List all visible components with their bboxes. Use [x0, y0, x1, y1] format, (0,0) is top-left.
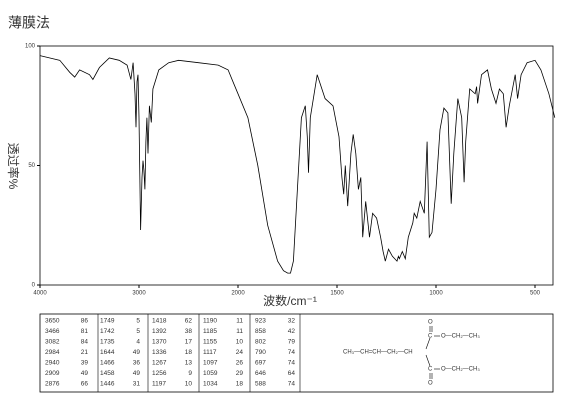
table-cell: 64	[288, 370, 296, 377]
table-cell: 1466	[100, 360, 115, 367]
plot-frame	[39, 45, 554, 286]
table-cell: 84	[81, 339, 89, 346]
table-cell: 923	[255, 318, 266, 325]
table-cell: 4	[136, 339, 140, 346]
table-cell: 646	[255, 370, 266, 377]
table-cell: 1370	[152, 339, 167, 346]
table-cell: 697	[255, 360, 266, 367]
y-tick-label: 50	[28, 163, 35, 169]
oxygen-bottom: O	[428, 381, 433, 387]
table-cell: 24	[236, 349, 244, 356]
table-cell: 32	[288, 318, 296, 325]
table-cell: 1097	[203, 360, 218, 367]
table-cell: 18	[236, 381, 244, 388]
table-cell: 74	[288, 360, 296, 367]
x-tick-label: 4000	[33, 291, 47, 297]
x-tick-label: 1000	[429, 291, 443, 297]
x-tick-label: 3000	[132, 291, 146, 297]
table-cell: 2984	[45, 349, 60, 356]
spectrum-line	[39, 55, 556, 274]
table-cell: 26	[236, 360, 244, 367]
table-cell: 1392	[152, 328, 167, 335]
table-cell: 1034	[203, 381, 218, 388]
table-cell: 3082	[45, 339, 60, 346]
structure: CH₃—CH=CH—CH₂—CH C C O O O—CH₂—CH₃ O—CH₂…	[343, 320, 480, 387]
table-cell: 1267	[152, 360, 167, 367]
table-cell: 9	[188, 370, 192, 377]
table-cell: 1458	[100, 370, 115, 377]
table-cell: 2909	[45, 370, 60, 377]
carbon-bottom: C	[428, 367, 433, 373]
table-cell: 2876	[45, 381, 60, 388]
table-cell: 1117	[203, 349, 217, 356]
table-cell: 79	[288, 339, 296, 346]
table-cell: 74	[288, 349, 296, 356]
table-cell: 802	[255, 339, 266, 346]
table-cell: 81	[81, 328, 89, 335]
table-cell: 38	[185, 328, 193, 335]
bond	[425, 337, 431, 350]
carbon-top: C	[428, 334, 433, 340]
table-cell: 3650	[45, 318, 60, 325]
ester-top: O—CH₂—CH₃	[441, 334, 480, 340]
table-cell: 1190	[203, 318, 217, 325]
table-cell: 1749	[100, 318, 115, 325]
table-cell: 49	[133, 349, 141, 356]
table-cell: 1742	[100, 328, 115, 335]
table-cell: 17	[185, 339, 193, 346]
oxygen-top: O	[428, 320, 433, 326]
y-tick-label: 100	[25, 44, 36, 50]
table-cell: 62	[185, 318, 193, 325]
table-cell: 11	[236, 328, 243, 335]
table-cell: 2940	[45, 360, 60, 367]
table-cell: 66	[81, 381, 89, 388]
table-cell: 21	[81, 349, 89, 356]
table-frame	[39, 313, 554, 393]
table-cell: 1336	[152, 349, 167, 356]
table-cell: 10	[185, 381, 193, 388]
table-cell: 5	[136, 318, 140, 325]
table-cell: 13	[185, 360, 193, 367]
y-tick-label: 0	[32, 283, 36, 289]
table-cell: 858	[255, 328, 266, 335]
chart-title: 薄膜法	[8, 15, 50, 31]
main-chain: CH₃—CH=CH—CH₂—CH	[343, 350, 413, 356]
table-cell: 10	[236, 339, 244, 346]
table-cell: 1197	[152, 381, 166, 388]
table-cell: 86	[81, 318, 89, 325]
table-cell: 39	[81, 360, 89, 367]
table-cell: 1446	[100, 381, 115, 388]
table-cell: 3466	[45, 328, 60, 335]
table-cell: 49	[133, 370, 141, 377]
table-cell: 1418	[152, 318, 167, 325]
table-cell: 790	[255, 349, 266, 356]
table-cell: 29	[236, 370, 244, 377]
table-cell: 5	[136, 328, 140, 335]
table-cell: 42	[288, 328, 296, 335]
table-cell: 1256	[152, 370, 167, 377]
x-tick-label: 500	[530, 291, 541, 297]
table-cell: 36	[133, 360, 141, 367]
bond	[425, 354, 431, 367]
ester-bottom: O—CH₂—CH₃	[441, 367, 480, 373]
table-cell: 1185	[203, 328, 217, 335]
table-cell: 18	[185, 349, 193, 356]
table-cell: 11	[236, 318, 243, 325]
table-cell: 74	[288, 381, 296, 388]
y-axis-label: 透过率%	[6, 143, 21, 190]
table-cell: 49	[81, 370, 89, 377]
table-cell: 1735	[100, 339, 115, 346]
x-tick-label: 2000	[231, 291, 245, 297]
table-cell: 1059	[203, 370, 218, 377]
x-tick-label: 1500	[330, 291, 344, 297]
table-cell: 1644	[100, 349, 115, 356]
table-cell: 1155	[203, 339, 217, 346]
x-axis-label: 波数/cm⁻¹	[263, 293, 317, 308]
table-cell: 31	[133, 381, 141, 388]
table-cell: 588	[255, 381, 266, 388]
